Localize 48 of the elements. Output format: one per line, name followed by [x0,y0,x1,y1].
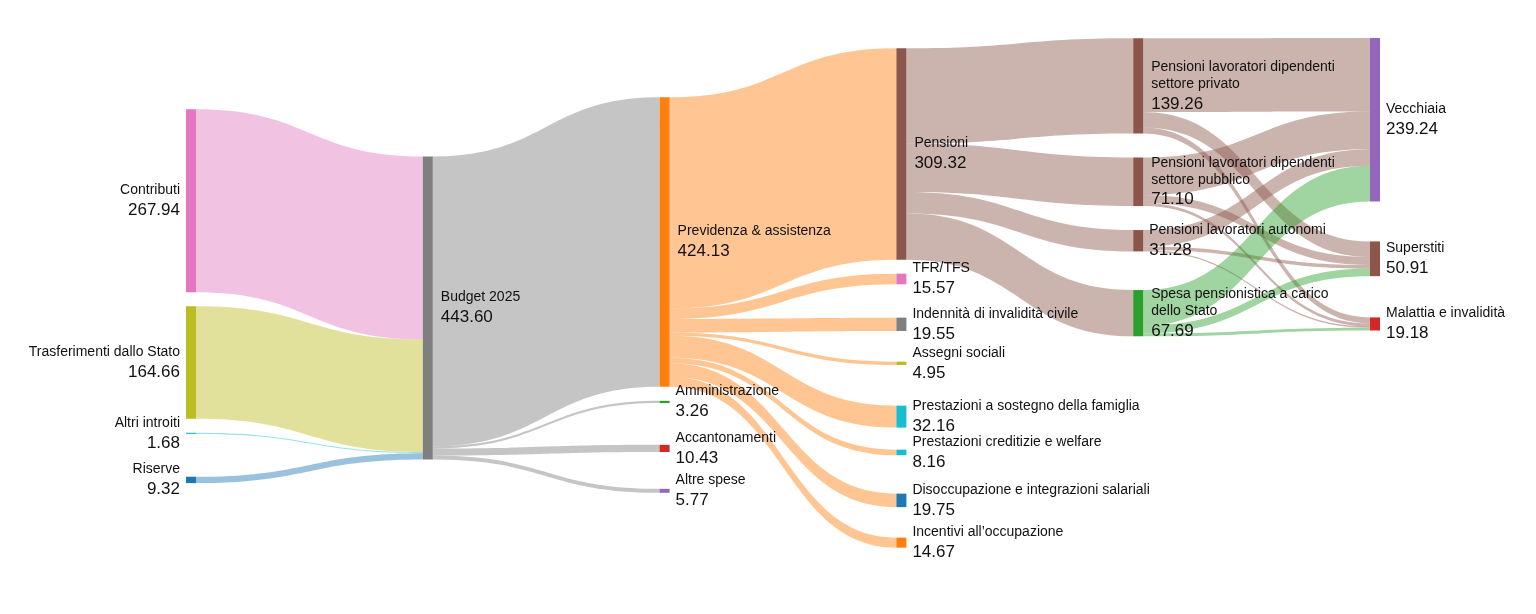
data-label: 424.13 [677,241,730,261]
category-label: Accantonamenti [675,428,777,445]
data-label: 19.18 [1386,323,1429,343]
category-label: Contributi [120,181,180,198]
data-label: 443.60 [440,307,493,327]
category-label: TFR/TFS [912,259,970,276]
category-label: Malattia e invalidità [1386,304,1506,321]
data-label: 32.16 [912,415,955,435]
category-label: Assegni sociali [912,343,1006,360]
category-label: Pensioni lavoratori dipendenti settore privato [1151,57,1335,91]
category-label: Budget 2025 [440,288,521,305]
data-label: 14.67 [912,541,955,561]
category-label: Pensioni lavoratori dipendenti settore pubblico [1151,153,1335,187]
data-label: 50.91 [1386,257,1429,277]
data-label: 239.24 [1386,118,1438,138]
data-label: 8.16 [912,451,946,471]
category-label: Indennità di invalidità civile [912,304,1079,321]
data-label: 67.69 [1151,320,1194,340]
category-label: Superstiti [1386,239,1445,256]
category-label: Pensioni [914,134,969,151]
data-label: 267.94 [128,199,180,219]
data-label: 10.43 [675,447,719,467]
category-label: Prestazioni creditizie e welfare [912,432,1102,449]
data-label: 19.75 [912,499,955,519]
data-label: 31.28 [1149,239,1192,259]
category-label: Disoccupazione e integrazioni salariali [912,480,1150,497]
category-label: Spesa pensionistica a carico dello Stato [1151,285,1329,319]
category-label: Previdenza & assistenza [677,222,832,239]
data-label: 9.32 [146,479,180,499]
category-label: Riserve [132,460,181,477]
data-label: 4.95 [912,362,946,382]
data-label: 15.57 [912,278,955,298]
data-label: 309.32 [914,153,967,173]
category-label: Incentivi all’occupazione [912,523,1064,540]
data-label: 5.77 [675,490,709,510]
category-label: Pensioni lavoratori autonomi [1149,221,1326,238]
category-label: Altre spese [675,471,746,488]
category-label: Altri introiti [114,413,180,430]
data-label: 139.26 [1151,93,1204,113]
data-label: 1.68 [146,432,180,452]
category-label: Trasferimenti dallo Stato [28,342,181,359]
data-label: 71.10 [1151,189,1194,209]
category-label: Amministrazione [675,382,780,399]
data-label: 164.66 [128,361,180,381]
category-label: Prestazioni a sostegno della famiglia [912,396,1140,413]
category-label: Vecchiaia [1386,100,1447,117]
data-label: 19.55 [912,323,955,343]
data-label: 3.26 [675,401,709,421]
